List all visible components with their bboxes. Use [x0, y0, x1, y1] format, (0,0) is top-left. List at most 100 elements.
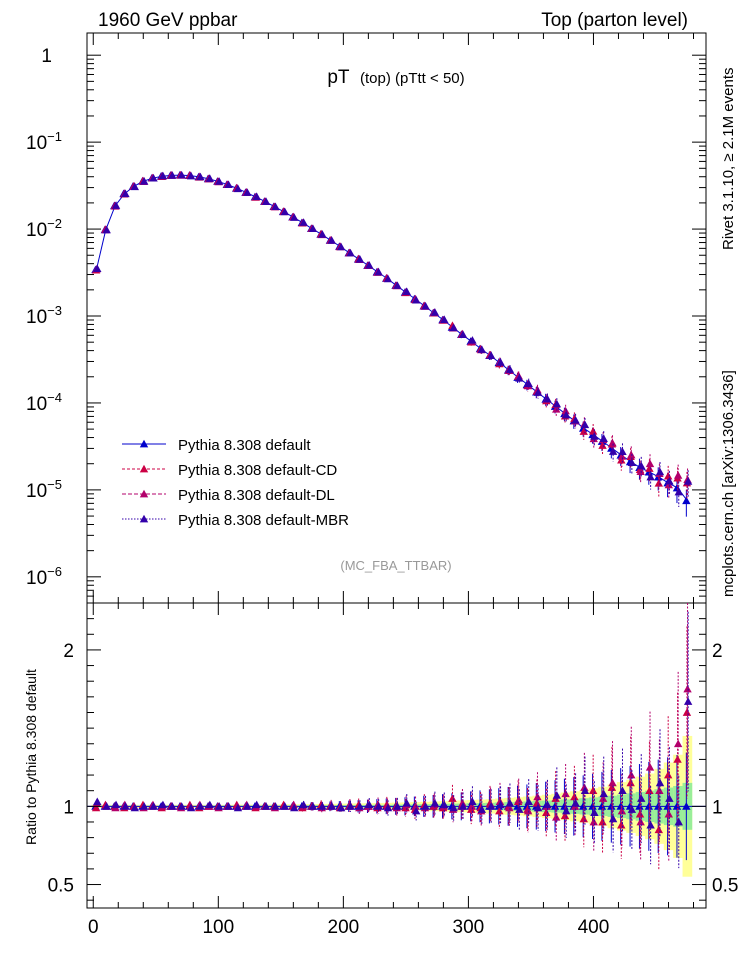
- main-y-tick-label: 10−4: [26, 390, 62, 415]
- ratio-marker-cd: [542, 808, 551, 816]
- axes: 0 100 200 300 400 1 10−1 10−2 10−3 10−4 10−5 10−6 0.…: [26, 33, 738, 938]
- ratio-marker-cd: [663, 770, 673, 779]
- ratio-marker-mbr: [562, 806, 571, 815]
- ratio-marker-dl: [589, 817, 598, 826]
- marker-mbr: [327, 236, 336, 244]
- legend-label: Pythia 8.308 default: [178, 437, 311, 454]
- ratio-series: [91, 603, 693, 870]
- legend-marker: [139, 464, 149, 473]
- ratio-marker-cd: [635, 809, 645, 818]
- ratio-marker-dl: [523, 806, 533, 815]
- ratio-marker-mbr: [280, 802, 290, 810]
- ratio-marker-mbr: [655, 778, 665, 787]
- ratio-marker-mbr: [243, 802, 252, 810]
- main-y-tick-label: 10−3: [26, 303, 62, 328]
- ratio-marker-dl: [495, 797, 505, 806]
- ratio-marker-mbr: [599, 789, 608, 798]
- ratio-marker-mbr: [458, 802, 468, 810]
- x-tick-label: 200: [328, 917, 360, 938]
- legend-label: Pythia 8.308 default-CD: [178, 462, 337, 479]
- marker-cd: [598, 441, 607, 449]
- marker-mbr: [458, 330, 468, 339]
- ratio-marker-dl: [505, 803, 514, 812]
- main-y-tick-label: 10−5: [26, 477, 62, 502]
- marker-cd: [663, 471, 673, 480]
- ratio-marker-dl: [664, 809, 673, 818]
- ratio-marker-mbr: [102, 802, 111, 810]
- ratio-marker-default: [616, 802, 625, 810]
- legend-marker: [139, 514, 149, 523]
- ratio-frame: [86, 602, 707, 909]
- ratio-marker-mbr: [252, 800, 261, 809]
- ratio-marker-mbr: [355, 802, 365, 810]
- ratio-marker-mbr: [449, 803, 458, 812]
- main-y-tick-label: 10−2: [26, 216, 62, 241]
- marker-mbr: [177, 170, 186, 179]
- marker-mbr: [261, 197, 271, 205]
- main-series: [91, 170, 693, 517]
- plot-title: pT (top) (pTtt < 50): [327, 67, 464, 88]
- x-tick-label: 100: [202, 917, 234, 938]
- ratio-marker-mbr: [421, 802, 430, 810]
- ratio-marker-mbr: [158, 800, 168, 809]
- marker-dl: [617, 452, 627, 460]
- ratio-marker-mbr: [205, 800, 215, 809]
- ratio-marker-mbr: [196, 802, 205, 810]
- marker-mbr: [646, 472, 655, 481]
- ratio-marker-mbr: [683, 697, 693, 705]
- marker-mbr: [449, 323, 458, 332]
- marker-mbr: [243, 188, 252, 196]
- ratio-marker-mbr: [383, 803, 393, 812]
- ratio-marker-mbr: [646, 820, 655, 829]
- ratio-marker-mbr: [290, 803, 299, 812]
- ratio-marker-mbr: [111, 800, 121, 809]
- legend-label: Pythia 8.308 default-DL: [178, 487, 335, 504]
- ratio-marker-mbr: [590, 808, 599, 816]
- ratio-marker-dl: [636, 817, 645, 826]
- ratio-marker-mbr: [618, 786, 627, 795]
- marker-mbr: [533, 388, 543, 396]
- marker-mbr: [290, 213, 299, 221]
- ratio-marker-default: [682, 802, 691, 810]
- ratio-marker-mbr: [346, 802, 355, 810]
- ratio-marker-mbr: [430, 799, 440, 807]
- marker-dl: [608, 438, 617, 447]
- ratio-marker-mbr: [524, 797, 533, 806]
- ratio-marker-dl: [533, 792, 542, 801]
- marker-default: [682, 496, 691, 505]
- marker-mbr: [440, 315, 449, 323]
- marker-mbr: [477, 345, 487, 353]
- ratio-marker-cd: [560, 811, 570, 820]
- legend-marker: [139, 489, 149, 498]
- ratio-marker-cd: [495, 806, 504, 815]
- marker-mbr: [139, 177, 149, 185]
- marker-mbr: [505, 365, 515, 373]
- legend-marker: [139, 439, 149, 448]
- marker-dl: [552, 405, 561, 413]
- marker-mbr: [224, 180, 233, 189]
- marker-mbr: [655, 467, 665, 476]
- marker-mbr: [346, 248, 355, 257]
- ratio-series-mbr: [93, 611, 693, 869]
- marker-mbr: [524, 379, 533, 387]
- ratio-ylabel: Ratio to Pythia 8.308 default: [23, 669, 39, 845]
- marker-mbr: [393, 281, 402, 289]
- ratio-marker-mbr: [486, 802, 496, 810]
- ratio-marker-mbr: [665, 794, 674, 802]
- ratio-marker-mbr: [571, 799, 580, 807]
- ratio-marker-mbr: [327, 802, 336, 810]
- ratio-marker-cd: [654, 825, 664, 834]
- marker-mbr: [496, 358, 505, 366]
- marker-mbr: [383, 274, 393, 283]
- ratio-marker-mbr: [515, 805, 524, 813]
- marker-mbr: [308, 224, 318, 233]
- marker-mbr: [336, 242, 346, 251]
- ratio-marker-mbr: [627, 805, 637, 813]
- ratio-marker-cd: [588, 786, 598, 795]
- ratio-marker-mbr: [336, 803, 346, 812]
- ratio-marker-default: [578, 802, 588, 810]
- ratio-marker-mbr: [186, 803, 196, 812]
- ratio-marker-cd: [673, 755, 682, 763]
- ratio-marker-mbr: [533, 803, 543, 812]
